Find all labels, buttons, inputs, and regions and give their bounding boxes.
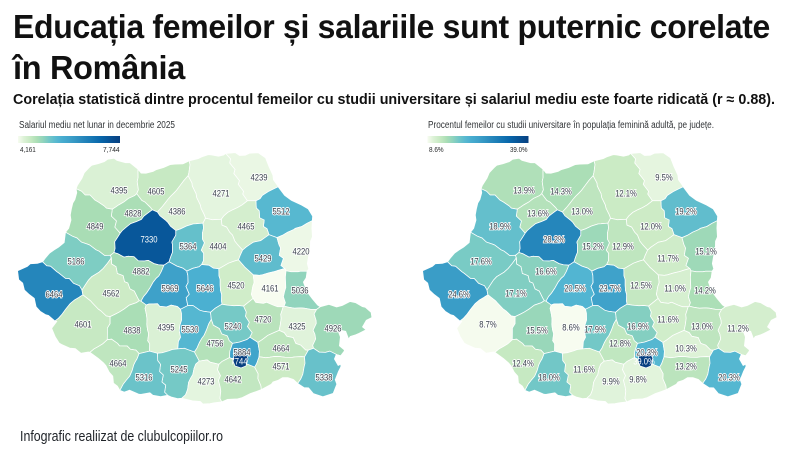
svg-text:20.5%: 20.5% [564,284,586,294]
svg-text:4664: 4664 [273,344,290,354]
svg-text:12.4%: 12.4% [512,359,534,369]
svg-text:7744: 7744 [231,357,248,367]
svg-text:13.0%: 13.0% [691,322,713,332]
svg-text:5240: 5240 [225,322,242,332]
svg-text:13.9%: 13.9% [513,186,535,196]
svg-text:4601: 4601 [75,320,92,330]
svg-text:11.7%: 11.7% [657,254,679,264]
svg-text:23.7%: 23.7% [599,284,621,294]
svg-text:5364: 5364 [180,242,197,252]
svg-text:4571: 4571 [273,362,290,372]
svg-text:11.6%: 11.6% [573,365,595,375]
svg-text:19.2%: 19.2% [675,207,697,217]
svg-text:11.2%: 11.2% [727,324,749,334]
svg-text:16.9%: 16.9% [627,322,649,332]
svg-text:39.0%: 39.0% [633,357,655,367]
svg-text:4271: 4271 [213,189,230,199]
svg-text:28.2%: 28.2% [543,235,565,245]
svg-text:9.8%: 9.8% [629,375,646,385]
svg-text:13.6%: 13.6% [527,209,549,219]
svg-text:5186: 5186 [68,257,85,267]
svg-text:9.5%: 9.5% [655,173,672,183]
svg-text:12.0%: 12.0% [640,222,662,232]
svg-text:4404: 4404 [210,242,227,252]
svg-text:13.0%: 13.0% [571,207,593,217]
svg-text:5429: 5429 [255,254,272,264]
svg-text:24.6%: 24.6% [448,290,470,300]
svg-text:4828: 4828 [125,209,142,219]
svg-text:6464: 6464 [46,290,63,300]
svg-text:16.6%: 16.6% [535,267,557,277]
svg-text:14.3%: 14.3% [550,187,572,197]
svg-text:17.9%: 17.9% [584,325,606,335]
svg-text:11.6%: 11.6% [657,315,679,325]
svg-text:5530: 5530 [182,325,199,335]
svg-text:5338: 5338 [316,373,333,383]
svg-text:4325: 4325 [289,322,306,332]
svg-text:4882: 4882 [133,267,150,277]
svg-text:18.9%: 18.9% [489,222,511,232]
svg-text:8.6%: 8.6% [562,323,579,333]
svg-text:4386: 4386 [169,207,186,217]
svg-text:4395: 4395 [111,186,128,196]
svg-text:20.3%: 20.3% [718,373,740,383]
svg-text:4220: 4220 [293,247,310,257]
svg-text:4926: 4926 [325,324,342,334]
svg-text:11.0%: 11.0% [664,284,686,294]
svg-text:5969: 5969 [162,284,179,294]
svg-text:18.0%: 18.0% [538,373,560,383]
svg-text:15.2%: 15.2% [582,242,604,252]
svg-text:12.5%: 12.5% [630,281,652,291]
svg-text:5884: 5884 [234,348,251,358]
svg-text:5316: 5316 [136,373,153,383]
svg-text:5245: 5245 [171,365,188,375]
svg-text:4838: 4838 [124,326,141,336]
svg-text:5646: 5646 [197,284,214,294]
svg-text:12.8%: 12.8% [609,339,631,349]
svg-text:4520: 4520 [228,281,245,291]
svg-text:4849: 4849 [87,222,104,232]
svg-text:15.5%: 15.5% [526,326,548,336]
svg-text:4605: 4605 [148,187,165,197]
svg-text:7330: 7330 [141,235,158,245]
svg-text:12.1%: 12.1% [615,189,637,199]
svg-text:17.1%: 17.1% [505,289,527,299]
svg-text:8.7%: 8.7% [479,320,496,330]
svg-text:20.3%: 20.3% [636,348,658,358]
svg-text:4642: 4642 [225,375,242,385]
svg-text:4239: 4239 [251,173,268,183]
svg-text:14.2%: 14.2% [694,286,716,296]
svg-text:17.6%: 17.6% [470,257,492,267]
svg-text:5036: 5036 [292,286,309,296]
svg-text:4161: 4161 [262,284,279,294]
svg-text:12.9%: 12.9% [612,242,634,252]
svg-text:4562: 4562 [103,289,120,299]
svg-text:4273: 4273 [198,377,215,387]
svg-text:10.3%: 10.3% [675,344,697,354]
svg-text:4465: 4465 [238,222,255,232]
svg-text:4720: 4720 [255,315,272,325]
svg-text:5512: 5512 [273,207,290,217]
svg-text:15.1%: 15.1% [695,247,717,257]
svg-text:9.9%: 9.9% [602,377,619,387]
svg-text:13.2%: 13.2% [675,362,697,372]
svg-text:4664: 4664 [110,359,127,369]
svg-text:4756: 4756 [207,339,224,349]
svg-text:4395: 4395 [158,323,175,333]
